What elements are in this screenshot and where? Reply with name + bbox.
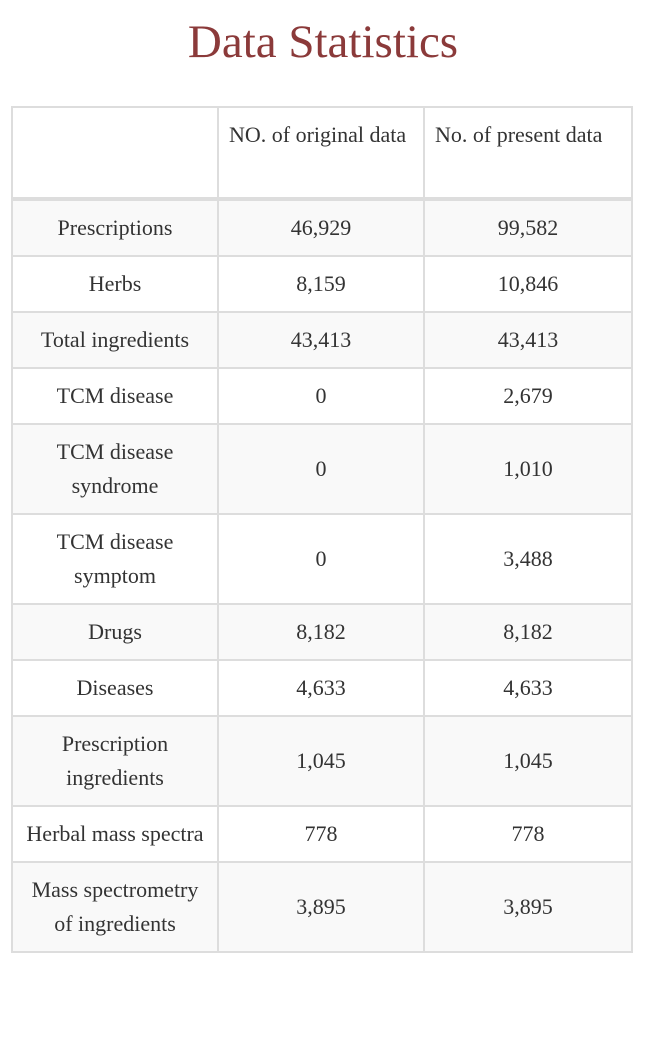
row-label: TCM disease syndrome <box>11 423 219 515</box>
table-row: Herbs 8,159 10,846 <box>11 255 633 313</box>
table-row: Herbal mass spectra 778 778 <box>11 805 633 863</box>
table-row: Drugs 8,182 8,182 <box>11 603 633 661</box>
page-title: Data Statistics <box>187 16 459 68</box>
present-count: 8,182 <box>423 603 633 661</box>
table-row: TCM disease 0 2,679 <box>11 367 633 425</box>
row-label: Prescriptions <box>11 198 219 257</box>
present-count: 1,045 <box>423 715 633 807</box>
present-count: 3,488 <box>423 513 633 605</box>
original-count: 0 <box>217 423 425 515</box>
table-row: Total ingredients 43,413 43,413 <box>11 311 633 369</box>
header-cell-original-data: NO. of original data <box>217 106 425 201</box>
present-count: 2,679 <box>423 367 633 425</box>
original-count: 4,633 <box>217 659 425 717</box>
present-count: 99,582 <box>423 198 633 257</box>
header-row: NO. of original data No. of present data <box>11 106 633 201</box>
row-label: TCM disease <box>11 367 219 425</box>
row-label: Prescription ingredients <box>11 715 219 807</box>
original-count: 0 <box>217 513 425 605</box>
table-row: Diseases 4,633 4,633 <box>11 659 633 717</box>
present-count: 1,010 <box>423 423 633 515</box>
row-label: TCM disease symptom <box>11 513 219 605</box>
present-count: 4,633 <box>423 659 633 717</box>
table-row: TCM disease syndrome 0 1,010 <box>11 423 633 515</box>
table-body: Prescriptions 46,929 99,582 Herbs 8,159 … <box>11 198 633 953</box>
present-count: 43,413 <box>423 311 633 369</box>
original-count: 1,045 <box>217 715 425 807</box>
row-label: Mass spectrometry of ingredients <box>11 861 219 953</box>
table-row: Prescription ingredients 1,045 1,045 <box>11 715 633 807</box>
present-count: 3,895 <box>423 861 633 953</box>
row-label: Herbs <box>11 255 219 313</box>
row-label: Drugs <box>11 603 219 661</box>
row-label: Diseases <box>11 659 219 717</box>
original-count: 43,413 <box>217 311 425 369</box>
row-label: Total ingredients <box>11 311 219 369</box>
present-count: 778 <box>423 805 633 863</box>
header-cell-empty <box>11 106 219 201</box>
original-count: 3,895 <box>217 861 425 953</box>
header-cell-present-data: No. of present data <box>423 106 633 201</box>
original-count: 46,929 <box>217 198 425 257</box>
table-row: TCM disease symptom 0 3,488 <box>11 513 633 605</box>
original-count: 778 <box>217 805 425 863</box>
present-count: 10,846 <box>423 255 633 313</box>
statistics-table: NO. of original data No. of present data… <box>11 106 633 953</box>
original-count: 8,182 <box>217 603 425 661</box>
table-row: Prescriptions 46,929 99,582 <box>11 198 633 257</box>
row-label: Herbal mass spectra <box>11 805 219 863</box>
table-header: NO. of original data No. of present data <box>11 106 633 201</box>
original-count: 0 <box>217 367 425 425</box>
table-row: Mass spectrometry of ingredients 3,895 3… <box>11 861 633 953</box>
original-count: 8,159 <box>217 255 425 313</box>
